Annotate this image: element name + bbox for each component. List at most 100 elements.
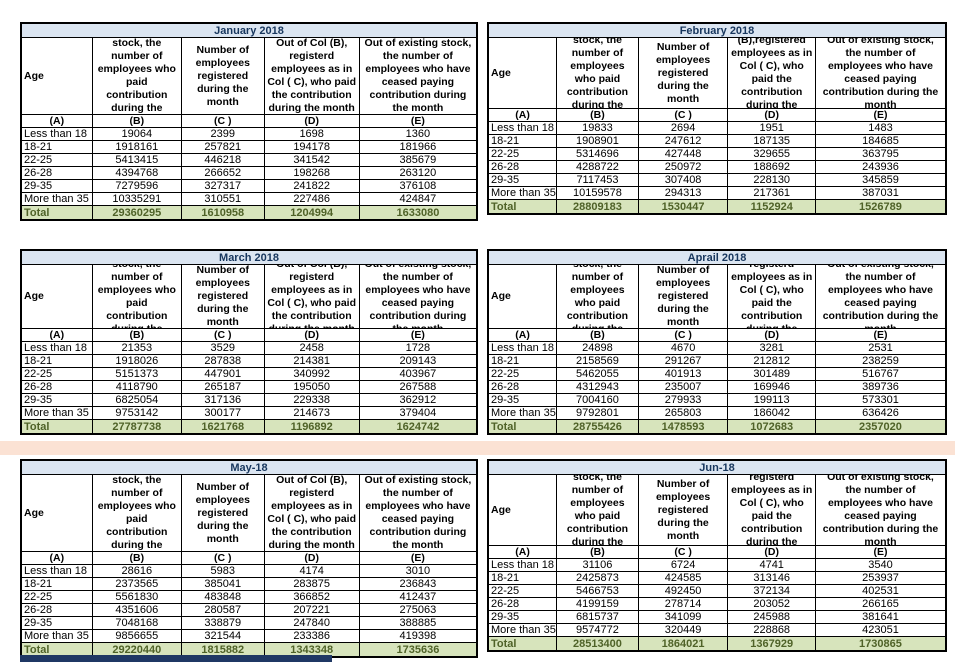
data-cell: 5151373 xyxy=(91,367,183,381)
data-cell: 389736 xyxy=(814,380,947,394)
col-header-d: Out of Col (B), registerd employees as i… xyxy=(727,474,816,546)
table-row: More than 35 10159578 294313 217361 3870… xyxy=(487,186,947,200)
data-cell: 310551 xyxy=(181,192,265,206)
data-cell: 184685 xyxy=(814,134,947,148)
column-header-row: Age Out of existing stock, the number of… xyxy=(487,474,947,546)
col-letter-d: (D) xyxy=(263,551,360,565)
col-header-age: Age xyxy=(487,474,558,546)
age-label-cell: 29-35 xyxy=(20,616,93,630)
col-header-age: Age xyxy=(20,37,93,115)
table-title-row: Jun-18 xyxy=(487,459,947,475)
data-cell: 2399 xyxy=(181,127,265,141)
table-row: 22-25 5314696 427448 329655 363795 xyxy=(487,147,947,161)
table-row: 29-35 7004160 279933 199113 573301 xyxy=(487,393,947,407)
data-cell: 5413415 xyxy=(91,153,183,167)
data-cell: 243936 xyxy=(814,160,947,174)
data-cell: 313146 xyxy=(727,571,816,585)
age-label-cell: More than 35 xyxy=(20,629,93,643)
col-header-age: Age xyxy=(20,474,93,552)
table-row: 22-25 5561830 483848 366852 412437 xyxy=(20,590,478,604)
data-cell: 362912 xyxy=(358,393,478,407)
total-value-cell: 28809183 xyxy=(556,199,639,215)
data-cell: 424847 xyxy=(358,192,478,206)
february-table-slot: February 2018 Age Out of existing stock,… xyxy=(487,22,947,221)
data-cell: 5983 xyxy=(181,564,265,578)
column-letters-row: (A) (B) (C ) (D) (E) xyxy=(20,114,478,128)
age-label-cell: Less than 18 xyxy=(487,341,558,355)
total-value-cell: 1815882 xyxy=(181,642,265,658)
data-cell: 4351606 xyxy=(91,603,183,617)
table-row: Less than 18 21353 3529 2458 1728 xyxy=(20,341,478,355)
table-row: 29-35 7279596 327317 241822 376108 xyxy=(20,179,478,193)
col-header-e: Out of existing stock, the number of emp… xyxy=(814,474,947,546)
age-label-cell: 18-21 xyxy=(487,354,558,368)
column-header-row: Age Out of existing stock, the number of… xyxy=(20,37,478,115)
col-letter-c: (C ) xyxy=(637,545,729,559)
data-cell: 4199159 xyxy=(556,597,639,611)
data-cell: 2458 xyxy=(263,341,360,355)
march-table-slot: March 2018 Age Out of existing stock, th… xyxy=(20,249,478,435)
data-cell: 9856655 xyxy=(91,629,183,643)
data-cell: 4118790 xyxy=(91,380,183,394)
age-label-cell: 29-35 xyxy=(20,393,93,407)
data-cell: 385679 xyxy=(358,153,478,167)
data-cell: 228868 xyxy=(727,623,816,637)
data-cell: 287838 xyxy=(181,354,265,368)
total-value-cell: 1730865 xyxy=(814,636,947,652)
month-table: March 2018 Age Out of existing stock, th… xyxy=(20,249,478,435)
total-value-cell: 1072683 xyxy=(727,419,816,435)
age-label-cell: 26-28 xyxy=(20,166,93,180)
data-cell: 207221 xyxy=(263,603,360,617)
col-header-c: Number of employees registered during th… xyxy=(181,474,265,552)
table-title: Jun-18 xyxy=(487,459,947,475)
data-cell: 636426 xyxy=(814,406,947,420)
data-cell: 4312943 xyxy=(556,380,639,394)
column-header-row: Age Out of existing stock, the number of… xyxy=(487,264,947,329)
data-cell: 1360 xyxy=(358,127,478,141)
data-cell: 2158569 xyxy=(556,354,639,368)
data-cell: 379404 xyxy=(358,406,478,420)
total-row: Total 29220440 1815882 1343348 1735636 xyxy=(20,642,478,658)
data-cell: 19064 xyxy=(91,127,183,141)
data-cell: 424585 xyxy=(637,571,729,585)
data-cell: 257821 xyxy=(181,140,265,154)
col-letter-a: (A) xyxy=(487,545,558,559)
col-header-c: Number of employees registered during th… xyxy=(181,37,265,115)
col-letter-e: (E) xyxy=(358,551,478,565)
data-cell: 2425873 xyxy=(556,571,639,585)
data-cell: 2373565 xyxy=(91,577,183,591)
age-label-cell: 29-35 xyxy=(487,393,558,407)
data-cell: 381641 xyxy=(814,610,947,624)
age-label-cell: 18-21 xyxy=(487,134,558,148)
table-row: 29-35 7117453 307408 228130 345859 xyxy=(487,173,947,187)
age-label-cell: 18-21 xyxy=(20,577,93,591)
column-letters-row: (A) (B) (C ) (D) (E) xyxy=(20,551,478,565)
tables-row-1: January 2018 Age Out of existing stock, … xyxy=(20,0,955,221)
col-header-d: Out of Col (B), registerd employees as i… xyxy=(727,264,816,329)
col-header-c: Number of employees registered during th… xyxy=(637,474,729,546)
total-value-cell: 28755426 xyxy=(556,419,639,435)
data-cell: 7004160 xyxy=(556,393,639,407)
col-letter-b: (B) xyxy=(556,328,639,342)
data-cell: 5466753 xyxy=(556,584,639,598)
data-cell: 492450 xyxy=(637,584,729,598)
table-title-row: Aprail 2018 xyxy=(487,249,947,265)
data-cell: 317136 xyxy=(181,393,265,407)
data-cell: 427448 xyxy=(637,147,729,161)
table-title: March 2018 xyxy=(20,249,478,265)
col-header-b: Out of existing stock, the number of emp… xyxy=(556,474,639,546)
data-cell: 7117453 xyxy=(556,173,639,187)
data-cell: 275063 xyxy=(358,603,478,617)
data-cell: 247612 xyxy=(637,134,729,148)
total-value-cell: 1633080 xyxy=(358,205,478,221)
column-letters-row: (A) (B) (C ) (D) (E) xyxy=(20,328,478,342)
age-label-cell: Less than 18 xyxy=(20,564,93,578)
table-title-row: May-18 xyxy=(20,459,478,475)
data-cell: 188692 xyxy=(727,160,816,174)
age-label-cell: 26-28 xyxy=(20,380,93,394)
data-cell: 1483 xyxy=(814,121,947,135)
col-header-e: Out of existing stock, the number of emp… xyxy=(358,37,478,115)
col-letter-a: (A) xyxy=(20,551,93,565)
col-header-c: Number of employees registered during th… xyxy=(637,264,729,329)
next-table-title-bar xyxy=(20,655,332,662)
